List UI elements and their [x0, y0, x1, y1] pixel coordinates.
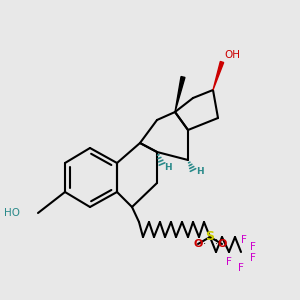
Text: F: F [250, 242, 256, 252]
Text: :: : [214, 236, 218, 245]
Text: S: S [206, 230, 214, 244]
Text: :: : [202, 236, 206, 245]
Text: H: H [164, 163, 172, 172]
Text: F: F [250, 253, 256, 263]
Text: OH: OH [224, 50, 240, 60]
Text: F: F [238, 263, 244, 273]
Text: F: F [241, 235, 247, 245]
Text: HO: HO [4, 208, 20, 218]
Text: F: F [226, 257, 232, 267]
Polygon shape [213, 61, 224, 90]
Text: O: O [217, 239, 227, 249]
Polygon shape [175, 76, 185, 112]
Text: O: O [193, 239, 203, 249]
Text: H: H [196, 167, 204, 176]
